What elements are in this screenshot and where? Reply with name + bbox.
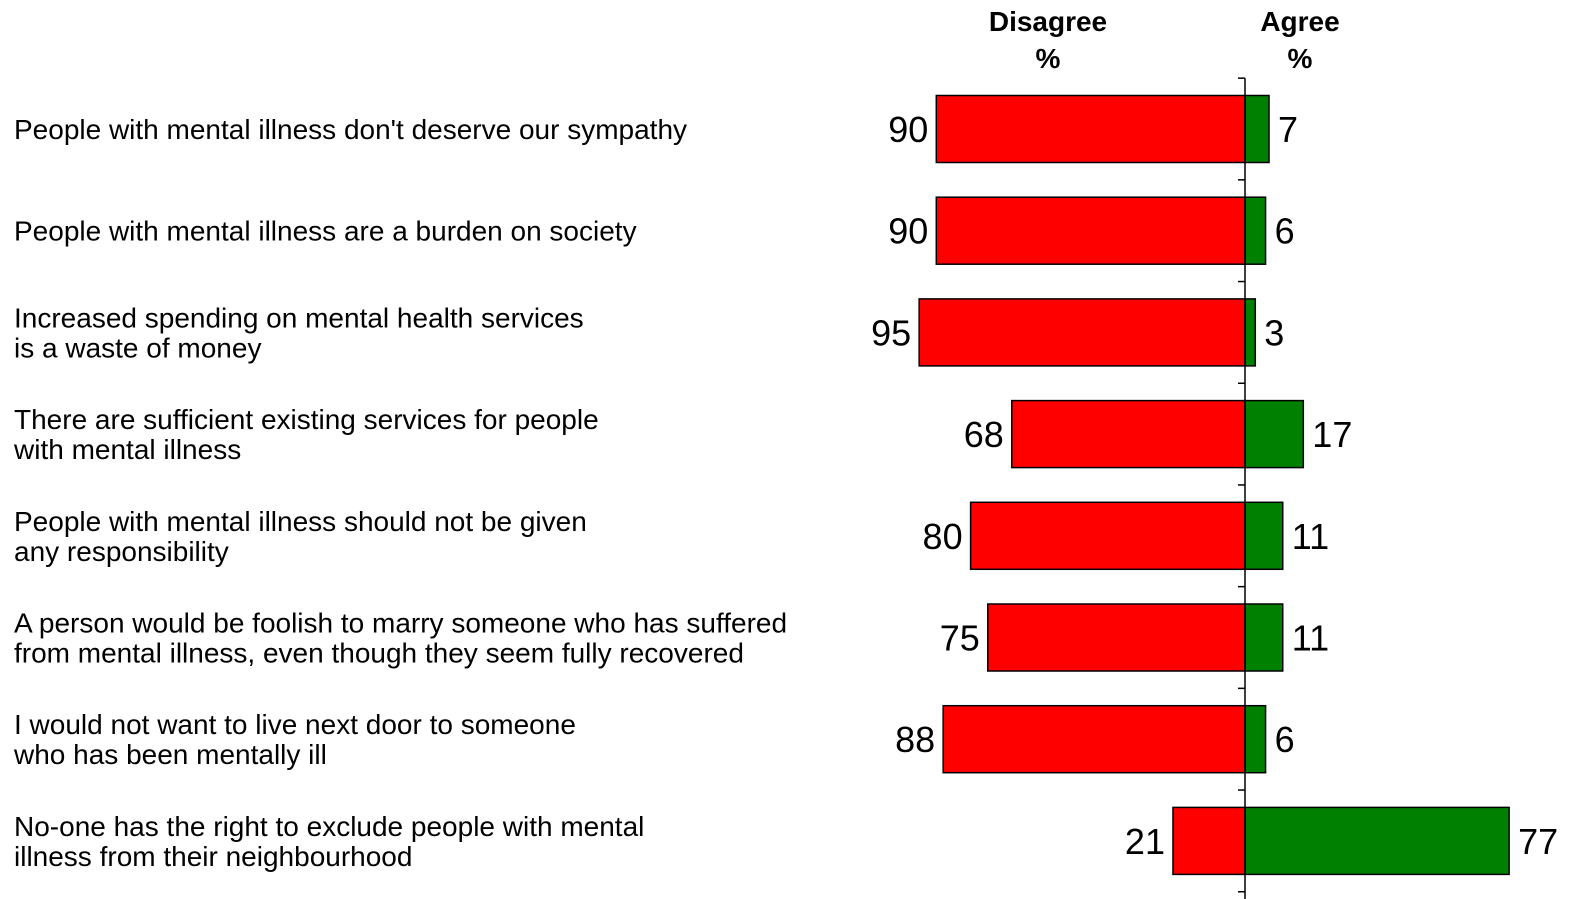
agree-bar <box>1244 298 1257 367</box>
category-label: who has been mentally ill <box>13 739 327 770</box>
agree-value-label: 11 <box>1292 516 1329 557</box>
agree-bar <box>1244 196 1267 265</box>
disagree-bar <box>969 501 1246 571</box>
disagree-value-label: 80 <box>923 516 963 557</box>
disagree-bar <box>935 196 1246 265</box>
category-label: illness from their neighbourhood <box>14 841 412 872</box>
disagree-bar <box>935 94 1246 164</box>
disagree-header-line1: Disagree <box>989 6 1107 37</box>
category-label: with mental illness <box>13 434 241 465</box>
category-label: A person would be foolish to marry someo… <box>14 608 787 639</box>
disagree-header-line2: % <box>1036 43 1061 74</box>
disagree-bar <box>942 704 1246 774</box>
category-label: I would not want to live next door to so… <box>14 709 576 740</box>
disagree-value-label: 90 <box>888 109 928 150</box>
category-label: from mental illness, even though they se… <box>14 638 744 669</box>
category-label: Increased spending on mental health serv… <box>14 302 584 333</box>
disagree-bar <box>918 298 1246 367</box>
agree-value-label: 11 <box>1292 618 1329 659</box>
agree-bar <box>1244 94 1270 164</box>
agree-value-label: 17 <box>1312 414 1352 455</box>
agree-value-label: 6 <box>1275 211 1295 252</box>
agree-bar <box>1244 704 1267 774</box>
category-label: People with mental illness should not be… <box>14 506 587 537</box>
agree-bar <box>1244 806 1510 876</box>
category-label: is a waste of money <box>14 332 261 363</box>
disagree-bar <box>1011 399 1246 469</box>
agree-header-line1: Agree <box>1260 6 1339 37</box>
category-label: People with mental illness don't deserve… <box>14 114 687 145</box>
category-label: No-one has the right to exclude people w… <box>14 811 644 842</box>
category-label: People with mental illness are a burden … <box>14 216 637 247</box>
disagree-value-label: 68 <box>964 414 1004 455</box>
agree-header-line2: % <box>1288 43 1313 74</box>
category-label: any responsibility <box>14 536 229 567</box>
column-headers: Disagree % Agree % <box>989 6 1340 74</box>
agree-value-label: 6 <box>1275 719 1295 760</box>
disagree-value-label: 88 <box>895 719 935 760</box>
disagree-value-label: 90 <box>888 211 928 252</box>
agree-value-label: 3 <box>1264 312 1284 353</box>
category-labels: People with mental illness don't deserve… <box>13 114 787 872</box>
disagree-value-label: 21 <box>1125 821 1165 862</box>
agree-bar <box>1244 603 1284 672</box>
agree-value-label: 7 <box>1278 109 1298 150</box>
disagree-bar <box>987 603 1246 672</box>
center-axis <box>1238 77 1246 899</box>
bars <box>918 94 1510 876</box>
agree-value-label: 77 <box>1518 821 1558 862</box>
category-label: There are sufficient existing services f… <box>14 404 599 435</box>
agree-bar <box>1244 501 1284 571</box>
agree-bar <box>1244 399 1305 469</box>
disagree-bar <box>1172 806 1246 876</box>
disagree-value-label: 95 <box>871 312 911 353</box>
value-labels: 90 7 90 6 95 3 68 17 80 11 75 11 88 6 21 77 <box>871 109 1558 862</box>
disagree-value-label: 75 <box>940 618 980 659</box>
